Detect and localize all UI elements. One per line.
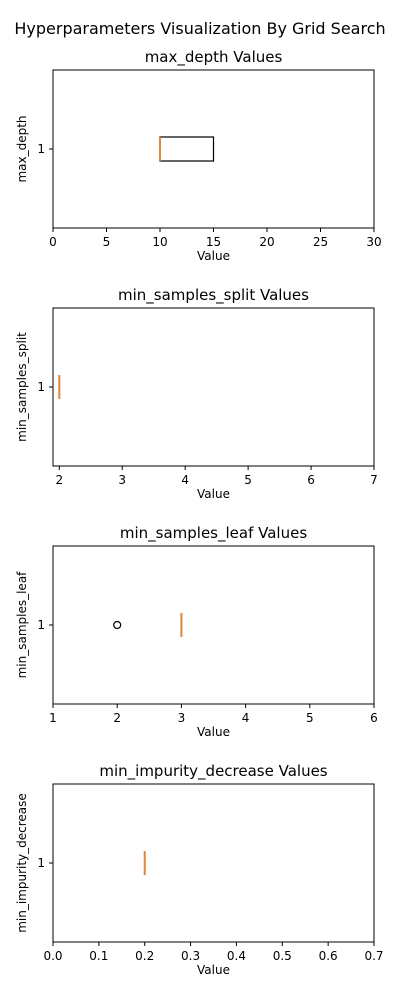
x-tick-label: 2 [113,711,121,725]
x-tick-label: 6 [307,473,315,487]
x-tick-label: 0.5 [273,949,292,963]
x-tick-label: 0.7 [364,949,383,963]
y-axis-label: min_impurity_decrease [15,793,29,933]
y-axis-label: max_depth [15,115,29,182]
x-axis-label: Value [197,487,230,501]
x-tick-label: 15 [206,235,221,249]
figure-suptitle: Hyperparameters Visualization By Grid Se… [14,19,385,38]
x-tick-label: 2 [55,473,63,487]
subplot-title: max_depth Values [145,48,283,67]
y-tick-label: 1 [37,856,45,870]
y-axis-label: min_samples_leaf [15,571,29,679]
x-tick-label: 30 [366,235,381,249]
x-tick-label: 0.3 [181,949,200,963]
x-tick-label: 5 [244,473,252,487]
x-axis-label: Value [197,249,230,263]
x-tick-label: 25 [313,235,328,249]
subplot-1: max_depth Values 0 5 10 15 20 25 30 1 Value max_de… [15,48,382,263]
axes-frame [52,307,375,467]
x-tick-label: 0.0 [43,949,62,963]
x-axis-label: Value [197,963,230,977]
x-tick-label: 6 [370,711,378,725]
x-tick-label: 0.2 [135,949,154,963]
x-tick-label: 5 [306,711,314,725]
subplot-2: min_samples_split Values 2 3 4 5 6 7 1 Value min_… [15,286,378,501]
outlier-point [113,620,122,630]
x-tick-label: 5 [103,235,111,249]
y-axis-label: min_samples_split [15,332,29,442]
x-tick-label: 4 [181,473,189,487]
x-tick-label: 0.6 [319,949,338,963]
x-tick-label: 1 [49,711,57,725]
y-tick-label: 1 [37,618,45,632]
y-tick-label: 1 [37,142,45,156]
x-tick-label: 3 [118,473,126,487]
x-tick-label: 20 [259,235,274,249]
x-tick-label: 4 [242,711,250,725]
subplot-4: min_impurity_decrease Values 0.0 0.1 0.2 0.3… [15,762,384,977]
x-axis-label: Value [197,725,230,739]
x-tick-label: 0.1 [89,949,108,963]
y-tick-label: 1 [37,380,45,394]
x-tick-label: 0 [49,235,57,249]
subplot-title: min_impurity_decrease Values [99,762,327,781]
subplot-title: min_samples_split Values [118,286,309,305]
x-tick-label: 7 [370,473,378,487]
subplot-title: min_samples_leaf Values [120,524,307,543]
x-tick-label: 10 [152,235,167,249]
axes-frame [52,783,375,943]
axes-frame [52,545,375,705]
x-tick-label: 3 [178,711,186,725]
x-tick-label: 0.4 [227,949,246,963]
box [159,136,215,162]
subplot-3: min_samples_leaf Values 1 2 3 4 5 6 1 Value min_s… [15,524,378,739]
